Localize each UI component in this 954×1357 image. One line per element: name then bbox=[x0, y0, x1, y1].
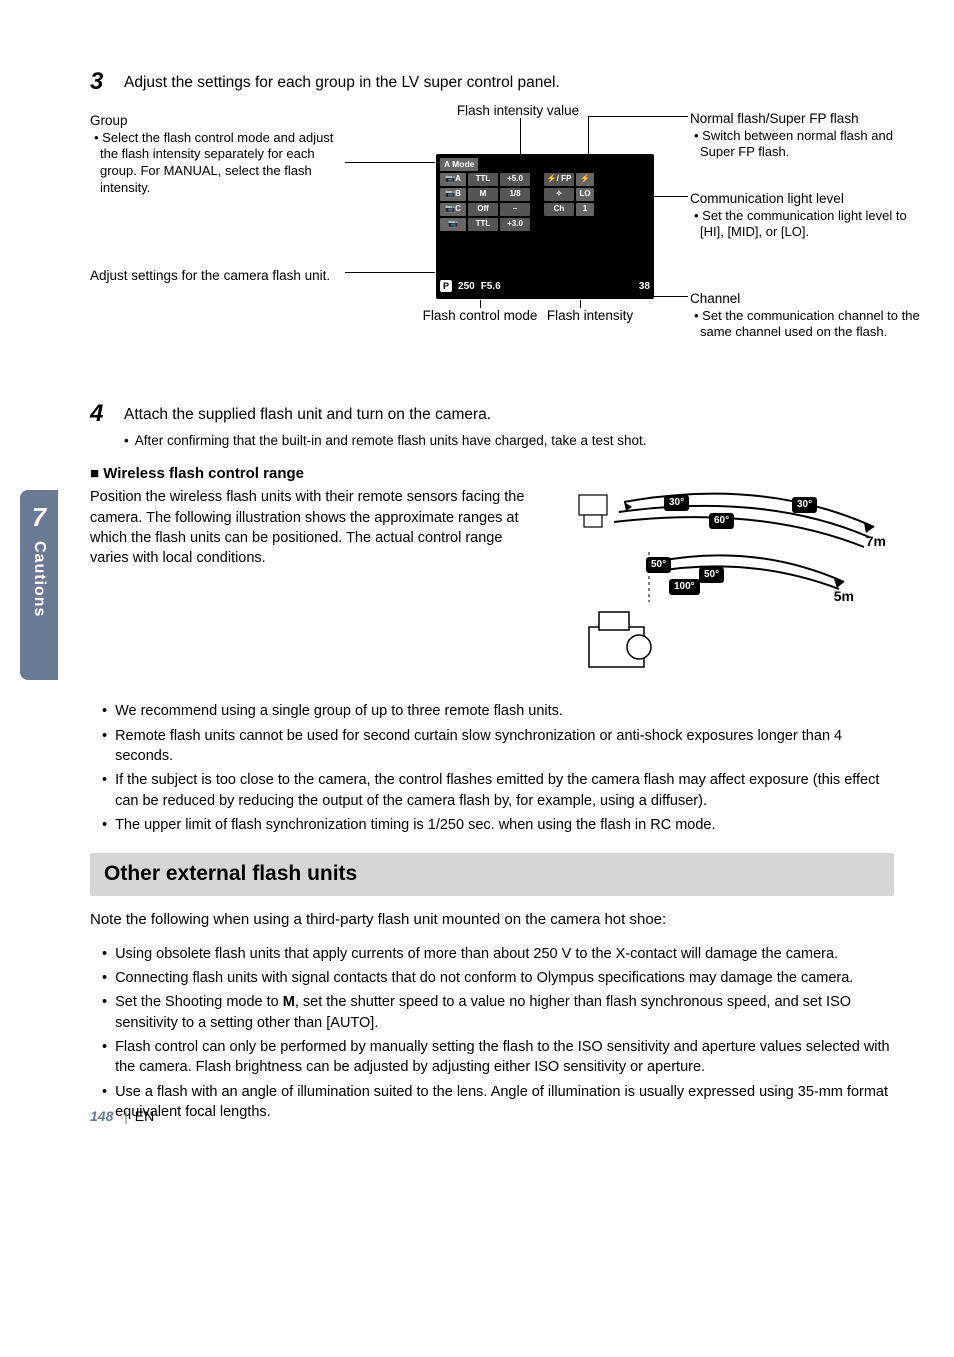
callout-channel-body: Set the communication channel to the sam… bbox=[700, 308, 920, 340]
callout-fp-title: Normal flash/Super FP flash bbox=[690, 110, 910, 128]
callout-group-title: Group bbox=[90, 112, 340, 130]
list-item: Using obsolete flash units that apply cu… bbox=[115, 944, 838, 964]
list-item: If the subject is too close to the camer… bbox=[115, 770, 894, 811]
angle-badge: 60° bbox=[709, 513, 734, 529]
angle-badge: 30° bbox=[792, 497, 817, 513]
chapter-tab: 7 Cautions bbox=[20, 490, 58, 680]
distance-label: 5m bbox=[834, 587, 854, 606]
list-item: Use a flash with an angle of illuminatio… bbox=[115, 1082, 894, 1123]
other-list: Using obsolete flash units that apply cu… bbox=[90, 944, 894, 1122]
callout-channel-title: Channel bbox=[690, 290, 920, 308]
list-item: Flash control can only be performed by m… bbox=[115, 1037, 894, 1078]
lcd-bottom-info: P 250 F5.6 38 bbox=[440, 280, 650, 294]
wireless-block: Position the wireless flash units with t… bbox=[90, 487, 894, 687]
lv-panel-diagram: Group • Select the flash control mode an… bbox=[90, 102, 894, 392]
callout-control-mode: Flash control mode bbox=[420, 307, 540, 325]
other-intro: Note the following when using a third-pa… bbox=[90, 910, 894, 930]
angle-badge: 50° bbox=[646, 557, 671, 573]
step-number: 3 bbox=[90, 70, 124, 94]
list-item: The upper limit of flash synchronization… bbox=[115, 815, 715, 835]
callout-intensity-value: Flash intensity value bbox=[438, 102, 598, 120]
wireless-head: Wireless flash control range bbox=[90, 464, 894, 484]
step-4: 4 Attach the supplied flash unit and tur… bbox=[90, 402, 894, 426]
callout-comm-body: Set the communication light level to [HI… bbox=[700, 208, 907, 240]
lcd-grp-a: 📷A bbox=[440, 173, 466, 186]
list-item: We recommend using a single group of up … bbox=[115, 701, 563, 721]
step-3: 3 Adjust the settings for each group in … bbox=[90, 70, 894, 94]
callout-camera-unit: Adjust settings for the camera flash uni… bbox=[90, 267, 340, 285]
list-item: Set the Shooting mode to M, set the shut… bbox=[115, 992, 894, 1033]
page-number: 148 bbox=[90, 1108, 113, 1124]
callout-fp-body: Switch between normal flash and Super FP… bbox=[700, 128, 893, 160]
wireless-notes: We recommend using a single group of up … bbox=[90, 701, 894, 835]
angle-badge: 50° bbox=[699, 567, 724, 583]
chapter-number: 7 bbox=[32, 500, 46, 535]
callout-group-body: Select the flash control mode and adjust… bbox=[100, 130, 333, 196]
list-item: Remote flash units cannot be used for se… bbox=[115, 726, 894, 767]
list-item: Connecting flash units with signal conta… bbox=[115, 968, 853, 988]
angle-badge: 100° bbox=[669, 579, 700, 595]
distance-label: 7m bbox=[866, 532, 886, 551]
step-text: Adjust the settings for each group in th… bbox=[124, 70, 560, 94]
page-lang: EN bbox=[135, 1108, 154, 1124]
page-footer: 148 | EN bbox=[90, 1107, 154, 1126]
lcd-panel: A Mode 📷A TTL +5.0 ⚡/ FP ⚡ 📷B M 1/8 ✧ LO… bbox=[436, 154, 654, 299]
section-title-other: Other external flash units bbox=[90, 853, 894, 895]
lcd-mode-label: A Mode bbox=[440, 158, 478, 171]
chapter-label: Cautions bbox=[28, 541, 50, 617]
range-diagram: 30° 60° 30° 50° 100° 50° 7m 5m bbox=[564, 487, 894, 687]
step-4-bullet: After confirming that the built-in and r… bbox=[124, 432, 894, 450]
wireless-body: Position the wireless flash units with t… bbox=[90, 487, 544, 568]
callout-comm-title: Communication light level bbox=[690, 190, 910, 208]
step-number: 4 bbox=[90, 402, 124, 426]
step-text: Attach the supplied flash unit and turn … bbox=[124, 402, 491, 426]
callout-intensity: Flash intensity bbox=[530, 307, 650, 325]
angle-badge: 30° bbox=[664, 495, 689, 511]
